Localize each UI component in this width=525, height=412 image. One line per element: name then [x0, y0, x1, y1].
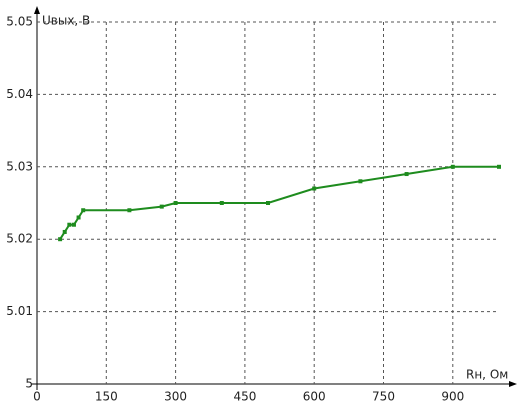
data-point	[71, 222, 76, 227]
data-point	[450, 164, 455, 169]
data-point	[404, 172, 409, 177]
data-point	[497, 164, 501, 169]
y-tick-label: 5	[25, 377, 33, 391]
x-tick-label: 900	[441, 390, 464, 404]
x-axis-arrow	[509, 381, 517, 387]
y-tick-label: 5.03	[6, 159, 33, 173]
data-point	[67, 222, 72, 227]
data-point	[127, 208, 132, 213]
x-tick-label: 150	[95, 390, 118, 404]
data-point	[62, 229, 67, 234]
y-tick-label: 5.05	[6, 15, 33, 29]
data-point	[58, 237, 63, 242]
y-tick-label: 5.02	[6, 232, 33, 246]
y-axis-label: Uвых, В	[42, 14, 90, 28]
data-point	[159, 204, 164, 209]
data-point	[266, 201, 270, 205]
y-axis-arrow	[34, 6, 40, 14]
x-axis-label: Rн, Ом	[466, 368, 508, 382]
y-tick-label: 5.04	[6, 87, 33, 101]
x-tick-label: 450	[233, 390, 256, 404]
data-point	[76, 215, 81, 220]
data-point	[81, 208, 86, 213]
data-point	[219, 201, 224, 205]
x-tick-label: 300	[164, 390, 187, 404]
data-point	[312, 186, 317, 191]
x-tick-label: 600	[303, 390, 326, 404]
x-tick-label: 750	[372, 390, 395, 404]
data-point	[173, 201, 178, 205]
data-line	[59, 165, 499, 240]
y-tick-label: 5.01	[6, 304, 33, 318]
data-point	[358, 179, 363, 184]
x-tick-label: 0	[33, 390, 41, 404]
